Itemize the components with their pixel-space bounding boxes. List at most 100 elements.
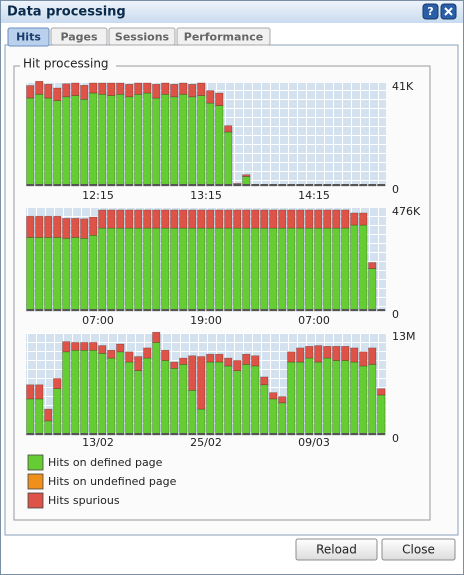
bar-segment xyxy=(323,227,332,312)
bar-foot xyxy=(197,184,205,186)
button-label[interactable]: Close xyxy=(402,543,435,557)
bar-segment xyxy=(350,212,359,226)
bar-foot xyxy=(89,184,97,186)
tab[interactable] xyxy=(7,27,50,47)
bar-segment xyxy=(107,227,116,312)
bar-segment xyxy=(35,80,44,95)
bar-segment xyxy=(224,125,233,133)
bar-segment xyxy=(206,227,215,312)
button[interactable] xyxy=(295,538,378,561)
bar-foot xyxy=(44,433,52,435)
bar-segment xyxy=(80,84,89,100)
tab-label[interactable]: Pages xyxy=(60,31,98,44)
bar-segment xyxy=(341,346,350,361)
group-label-bg xyxy=(20,57,116,71)
bar-segment xyxy=(350,361,359,436)
bar-segment xyxy=(98,209,107,229)
bar-segment xyxy=(287,227,296,312)
bar-foot xyxy=(188,184,196,186)
bar-foot xyxy=(98,433,106,435)
bar-segment xyxy=(116,351,125,436)
bar-segment xyxy=(62,96,71,187)
bar-segment xyxy=(170,227,179,312)
bar-segment xyxy=(215,92,224,106)
bar-foot xyxy=(251,433,259,435)
bar-foot xyxy=(224,309,232,311)
bar-segment xyxy=(170,83,179,98)
bar-segment xyxy=(197,356,206,410)
bar-segment xyxy=(80,99,89,187)
close-icon[interactable] xyxy=(440,3,457,20)
bar-segment xyxy=(98,353,107,436)
bar-segment xyxy=(89,216,98,236)
button-label[interactable]: Reload xyxy=(316,543,357,557)
bar-segment xyxy=(26,237,35,312)
bar-segment xyxy=(161,227,170,312)
bar-foot xyxy=(71,309,79,311)
bar-foot xyxy=(314,309,322,311)
bar-foot xyxy=(134,309,142,311)
bar-segment xyxy=(62,83,71,98)
button[interactable] xyxy=(381,538,456,561)
tab[interactable] xyxy=(108,27,176,46)
bar-foot xyxy=(323,184,331,186)
y-tick-label: 13M xyxy=(392,330,416,343)
bar-segment xyxy=(368,268,377,312)
bar-foot xyxy=(206,433,214,435)
bar-segment xyxy=(233,209,242,229)
bar-segment xyxy=(170,361,179,369)
bar-segment xyxy=(53,378,62,390)
bar-segment xyxy=(305,227,314,312)
bar-foot xyxy=(98,309,106,311)
bar-segment xyxy=(179,364,188,436)
bar-foot xyxy=(305,309,313,311)
bar-foot xyxy=(89,309,97,311)
window-title: Data processing xyxy=(7,5,126,20)
bar-foot xyxy=(233,433,241,435)
bar-foot xyxy=(332,184,340,186)
bar-foot xyxy=(206,184,214,186)
tab-label[interactable]: Hits xyxy=(16,31,41,44)
x-tick-label: 13:15 xyxy=(190,189,222,202)
tab[interactable] xyxy=(176,27,271,46)
tab[interactable] xyxy=(50,27,108,46)
bar-segment xyxy=(269,392,278,400)
bar-segment xyxy=(350,224,359,312)
tab-label[interactable]: Sessions xyxy=(115,31,170,44)
bar-segment xyxy=(332,346,341,361)
legend-swatch xyxy=(27,492,44,509)
bar-segment xyxy=(44,237,53,312)
bar-segment xyxy=(188,355,197,391)
bar-segment xyxy=(233,183,242,185)
bar-foot xyxy=(179,309,187,311)
bar-foot xyxy=(80,309,88,311)
bar-foot xyxy=(179,184,187,186)
bar-segment xyxy=(53,388,62,436)
bar-segment xyxy=(368,364,377,436)
bar-segment xyxy=(314,361,323,436)
help-button[interactable]: ? xyxy=(422,3,439,20)
bar-segment xyxy=(107,349,116,359)
bar-segment xyxy=(242,353,251,365)
bar-foot xyxy=(242,309,250,311)
bar-segment xyxy=(26,215,35,238)
bar-segment xyxy=(35,384,44,400)
bar-foot xyxy=(323,433,331,435)
bar-segment xyxy=(296,209,305,229)
bar-foot xyxy=(296,309,304,311)
bar-foot xyxy=(62,433,70,435)
bar-foot xyxy=(269,184,277,186)
bar-segment xyxy=(314,227,323,312)
tab-label[interactable]: Performance xyxy=(184,31,263,44)
bar-segment xyxy=(161,94,170,187)
bar-segment xyxy=(233,360,242,371)
bar-segment xyxy=(278,227,287,312)
bar-foot xyxy=(287,309,295,311)
bar-segment xyxy=(206,209,215,229)
bar-foot xyxy=(116,309,124,311)
bar-foot xyxy=(116,184,124,186)
x-tick-label: 13/02 xyxy=(82,436,114,449)
bar-foot xyxy=(170,433,178,435)
bar-segment xyxy=(44,83,53,99)
